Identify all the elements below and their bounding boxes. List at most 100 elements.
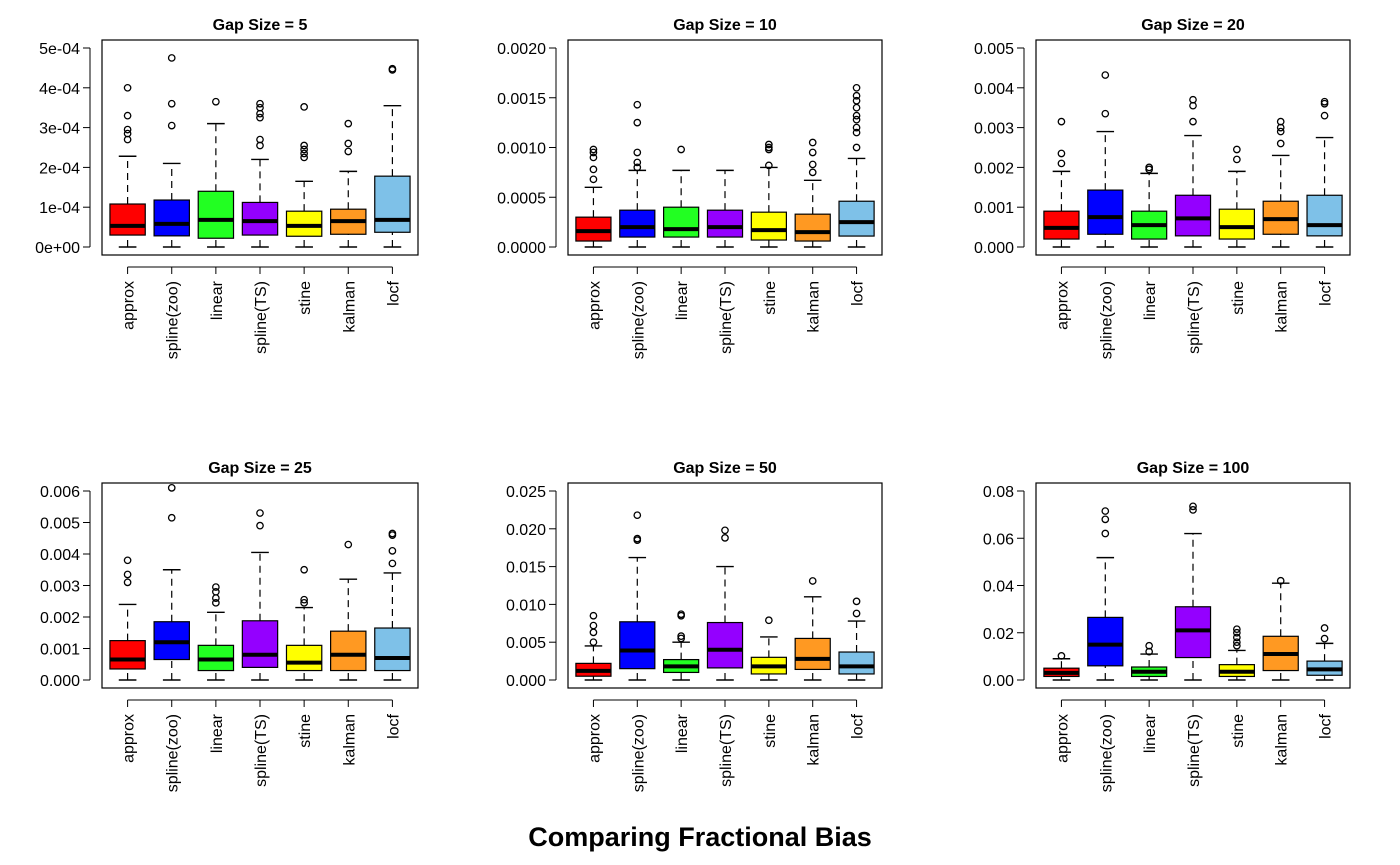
panel-1: Gap Size = 5 0e+00 1e-04 2e-04 3e-04 4e-04 5e-… <box>35 17 419 359</box>
x-tick-label: stine <box>297 281 314 315</box>
y-tick-label: 0.02 <box>983 626 1014 643</box>
panel-4: Gap Size = 25 0.000 0.001 0.002 0.003 0.004 0.… <box>40 460 419 792</box>
x-tick-label: approx <box>586 281 603 330</box>
y-tick-label: 0.004 <box>40 547 80 564</box>
outlier-point <box>300 565 308 574</box>
outlier-point <box>1320 634 1329 643</box>
x-tick-label: locf <box>1318 713 1335 738</box>
y-tick-label: 0.0015 <box>497 91 546 108</box>
outlier-point <box>1101 515 1110 524</box>
plot-frame <box>101 39 419 256</box>
box-body <box>750 211 787 241</box>
outlier-point <box>1101 71 1110 79</box>
outlier-point <box>256 99 264 108</box>
x-tick-label: spline(zoo) <box>630 281 647 359</box>
outlier-point <box>1057 149 1066 158</box>
outlier-point <box>589 153 598 162</box>
outlier-point <box>167 513 176 522</box>
outlier-point <box>1145 163 1153 172</box>
x-tick-label: approx <box>121 281 138 330</box>
outlier-point <box>1233 145 1241 154</box>
outlier-point <box>256 521 264 530</box>
box-spline(TS) <box>706 526 744 681</box>
outlier-point <box>589 611 598 620</box>
outlier-point <box>808 160 817 169</box>
box-body <box>109 203 146 236</box>
box-stine <box>285 565 323 681</box>
y-tick-label: 0.06 <box>983 531 1014 548</box>
outlier-point <box>1101 109 1110 118</box>
box-kalman <box>1262 117 1299 248</box>
y-tick-label: 0.001 <box>40 642 80 659</box>
outlier-point <box>123 578 132 587</box>
outlier-point <box>1276 576 1285 585</box>
outlier-point <box>212 598 220 607</box>
box-body <box>663 206 700 238</box>
box-body <box>1043 210 1080 240</box>
outlier-point <box>1189 506 1197 514</box>
box-spline(TS) <box>1174 502 1212 681</box>
box-body <box>619 209 656 238</box>
outlier-point <box>852 609 861 618</box>
outlier-point <box>589 165 598 174</box>
box-approx <box>575 611 612 681</box>
box-stine <box>1218 625 1255 681</box>
box-stine <box>285 103 323 248</box>
outlier-point <box>300 598 308 607</box>
y-tick-label: 0.003 <box>974 121 1014 138</box>
y-tick-label: 0.002 <box>40 610 80 627</box>
box-body <box>374 175 411 233</box>
x-tick-label: spline(TS) <box>253 714 270 787</box>
outlier-point <box>852 143 861 152</box>
outlier-point <box>344 139 353 148</box>
x-tick-label: spline(TS) <box>718 714 735 787</box>
y-tick-label: 2e-04 <box>39 160 80 177</box>
outlier-point <box>1233 625 1241 634</box>
box-body <box>706 621 744 669</box>
outlier-point <box>1276 127 1285 136</box>
outlier-point <box>123 125 132 134</box>
box-locf <box>838 597 875 681</box>
outlier-point <box>852 128 861 137</box>
box-body <box>838 200 875 237</box>
box-approx <box>109 556 146 681</box>
box-spline(zoo) <box>619 100 656 248</box>
outlier-point <box>1145 641 1153 650</box>
outlier-point <box>388 559 397 568</box>
outlier-point <box>633 163 642 172</box>
outlier-point <box>852 111 861 120</box>
box-body <box>794 213 831 242</box>
outlier-point <box>300 149 308 158</box>
y-tick-label: 0.000 <box>40 673 80 690</box>
y-tick-label: 0.020 <box>506 522 546 539</box>
y-tick-label: 0.04 <box>983 579 1014 596</box>
box-kalman <box>794 138 831 248</box>
box-spline(TS) <box>241 99 279 248</box>
plot-frame <box>567 39 883 256</box>
y-tick-label: 0.0010 <box>497 141 546 158</box>
x-tick-label: spline(zoo) <box>1098 714 1115 792</box>
x-tick-label: kalman <box>806 714 823 766</box>
plot-frame <box>101 482 419 689</box>
outlier-point <box>1057 117 1066 126</box>
box-locf <box>1306 624 1343 681</box>
outlier-point <box>300 595 308 604</box>
box-spline(TS) <box>1174 95 1212 248</box>
box-linear <box>1131 641 1168 681</box>
box-kalman <box>794 577 831 681</box>
x-tick-label: locf <box>385 280 402 305</box>
box-body <box>374 627 411 672</box>
outlier-point <box>1189 502 1197 511</box>
box-spline(zoo) <box>153 54 190 248</box>
outlier-point <box>1189 95 1197 104</box>
outlier-point <box>1233 155 1241 164</box>
x-tick-label: locf <box>1318 280 1335 305</box>
outlier-point <box>167 54 176 62</box>
outlier-point <box>300 145 308 154</box>
x-tick-label: locf <box>850 280 867 305</box>
outlier-point <box>344 540 353 549</box>
y-tick-label: 0.003 <box>40 579 80 596</box>
y-tick-label: 0.006 <box>40 484 80 501</box>
panel-title: Gap Size = 100 <box>1137 460 1250 477</box>
